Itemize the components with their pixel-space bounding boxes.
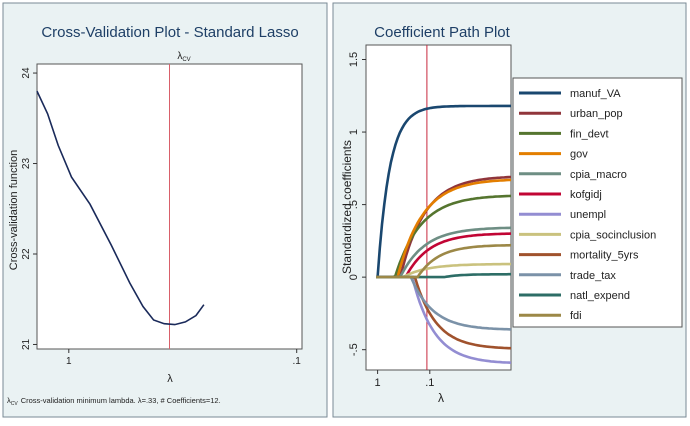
- legend-box: [512, 77, 683, 328]
- legend-label: manuf_VA: [570, 88, 621, 100]
- cv-footnote: λCV Cross-validation minimum lambda. λ=.3…: [7, 396, 221, 407]
- cv-vline-lambda: λ: [177, 51, 182, 62]
- cv-footnote-lambda: λ: [7, 396, 11, 405]
- path-ytick-label: .5: [348, 200, 360, 209]
- cv-footnote-text: Cross-validation minimum lambda. λ=.33, …: [21, 396, 221, 405]
- cv-ytick-label: 21: [21, 338, 32, 350]
- legend-label: cpia_socinclusion: [570, 229, 656, 241]
- series-line-gov: [376, 178, 512, 279]
- cv-vline-sub: CV: [182, 57, 190, 63]
- cv-yticks: 21 22 23 24: [21, 67, 37, 350]
- path-ytick-label: 0: [348, 274, 360, 280]
- path-plot-area: [365, 44, 512, 371]
- series-line-fdi: [376, 243, 512, 279]
- path-xtick-label: 1: [375, 377, 381, 389]
- cv-ylabel: Cross-validation function: [8, 150, 20, 270]
- path-yticks: -.5 0 .5 1 1.5: [348, 52, 366, 356]
- path-ytick-label: 1: [348, 129, 360, 135]
- cv-xtick-label: .1: [293, 356, 302, 367]
- path-ytick-label: 1.5: [348, 52, 360, 67]
- legend-label: natl_expend: [570, 290, 630, 302]
- cv-title: Cross-Validation Plot - Standard Lasso: [41, 24, 298, 41]
- cv-curve: [36, 90, 205, 326]
- path-panel: Coefficient Path Plot Standardized coeff…: [332, 2, 687, 418]
- legend-label: cpia_macro: [570, 169, 627, 181]
- legend-label: trade_tax: [570, 270, 616, 282]
- legend-label: unempl: [570, 209, 606, 221]
- path-ylabel: Standardized coefficients: [340, 140, 354, 274]
- legend-label: fin_devt: [570, 128, 609, 140]
- cv-xlabel: λ: [167, 373, 173, 385]
- cv-ytick-label: 22: [21, 248, 32, 260]
- path-xticks: 1.1: [375, 370, 434, 389]
- path-series: [376, 104, 512, 364]
- cv-xtick-label: 1: [66, 356, 72, 367]
- legend-label: urban_pop: [570, 108, 623, 120]
- cv-vline-label: λCV: [177, 51, 190, 63]
- path-title: Coefficient Path Plot: [374, 24, 510, 41]
- cv-ytick-label: 24: [21, 67, 32, 79]
- cv-ytick-label: 23: [21, 158, 32, 170]
- legend-label: kofgidj: [570, 189, 602, 201]
- legend-label: mortality_5yrs: [570, 250, 639, 262]
- path-xlabel: λ: [438, 391, 444, 405]
- series-line-fin-devt: [376, 194, 512, 279]
- legend-label: fdi: [570, 310, 582, 322]
- cv-panel: Cross-Validation Plot - Standard Lasso λ…: [2, 2, 328, 418]
- legend-label: gov: [570, 149, 588, 161]
- cv-xticks: 1.1: [66, 349, 301, 367]
- path-xtick-label: .1: [425, 377, 434, 389]
- path-ytick-label: -.5: [348, 343, 360, 356]
- series-line-manuf-VA: [376, 104, 511, 279]
- cv-footnote-sub: CV: [11, 401, 19, 407]
